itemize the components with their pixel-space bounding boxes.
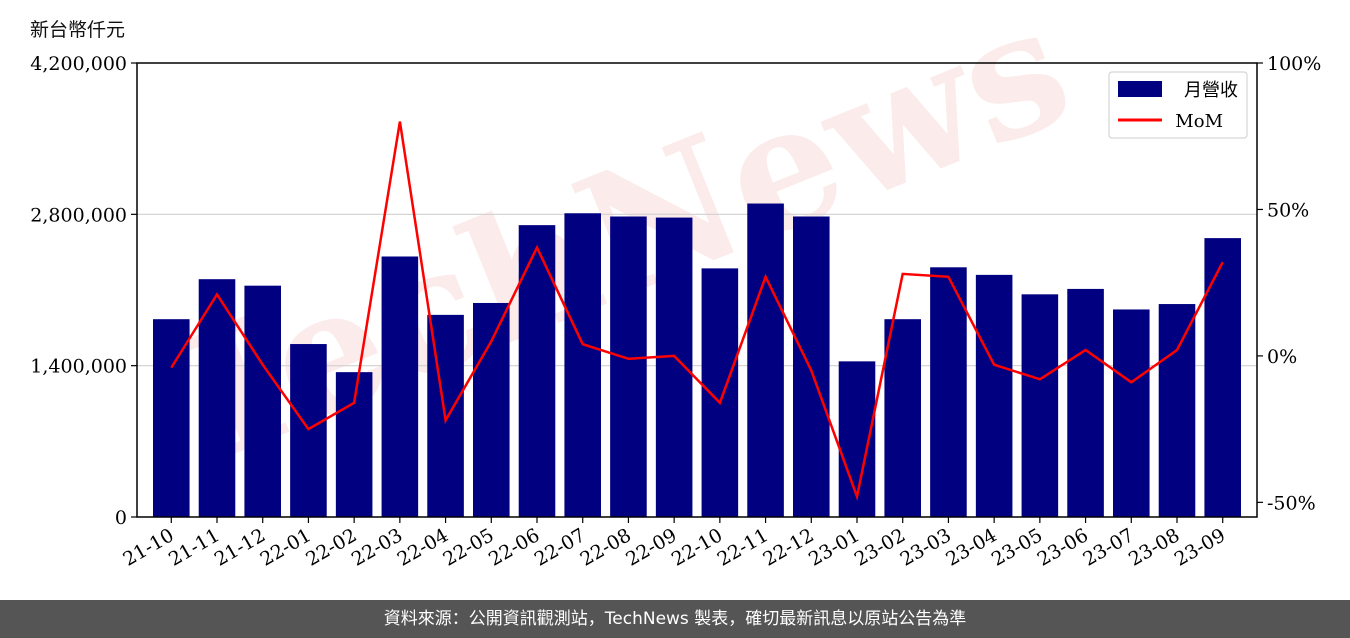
x-tick-label: 22-06 [485,524,543,570]
x-tick-label: 23-09 [1171,524,1229,570]
x-tick-label: 22-08 [576,524,634,570]
x-tick-label: 23-01 [805,524,863,570]
legend-swatch-revenue [1118,81,1162,97]
x-tick-label: 23-07 [1079,524,1137,570]
left-tick-label: 2,800,000 [30,204,127,226]
x-tick-label: 22-07 [531,524,589,570]
revenue-bar [1113,309,1150,517]
revenue-bar [564,213,601,517]
x-tick-label: 23-05 [988,524,1046,570]
revenue-bar [1021,294,1059,517]
x-tick-label: 22-10 [668,524,726,570]
left-tick-label: 0 [115,507,127,529]
revenue-bar [153,319,190,517]
right-axis-ticks: -50% 0% 50% 100% [1257,53,1321,514]
right-tick-label: -50% [1267,492,1316,514]
x-tick-label: 23-04 [942,524,1000,570]
revenue-bar [747,203,784,517]
revenue-bar [335,372,373,517]
legend-label-revenue: 月營收 [1184,80,1238,101]
revenue-bar [473,302,510,517]
x-axis-ticks: 21-1021-1121-1222-0122-0222-0322-0422-05… [119,517,1229,571]
x-tick-label: 21-11 [165,524,223,570]
revenue-bar [381,256,419,517]
x-tick-label: 23-02 [851,524,909,570]
x-tick-label: 22-09 [622,524,680,570]
revenue-bar [930,267,967,517]
legend-label-mom: MoM [1175,111,1223,132]
x-tick-label: 22-04 [394,524,452,570]
x-tick-label: 22-02 [302,524,360,570]
x-tick-label: 22-11 [714,524,772,570]
revenue-bar [1067,288,1104,517]
x-tick-label: 23-08 [1125,524,1183,570]
revenue-bar [610,216,647,517]
left-tick-label: 1,400,000 [30,356,127,378]
x-tick-label: 22-01 [256,524,314,570]
footer-source-note: 資料來源：公開資訊觀測站，TechNews 製表，確切最新訊息以原站公告為準 [0,600,1350,638]
x-tick-label: 21-10 [119,524,177,570]
x-tick-label: 21-12 [211,524,269,570]
x-tick-label: 22-03 [348,524,406,570]
revenue-bar [1204,238,1241,517]
plot-frame [136,62,1258,518]
left-tick-label: 4,200,000 [30,53,127,75]
mom-series-line [170,121,1224,502]
revenue-bars [153,203,1241,518]
right-tick-label: 100% [1267,53,1321,75]
revenue-bar [975,274,1013,517]
x-tick-label: 23-03 [896,524,954,570]
revenue-bar [518,225,556,517]
y-axis-unit-label: 新台幣仟元 [30,19,126,41]
revenue-bar [244,285,281,517]
legend: 月營收 MoM [1108,71,1248,139]
left-axis-ticks: 0 1,400,000 2,800,000 4,200,000 [30,53,137,529]
revenue-bar [793,216,830,517]
revenue-bar [701,268,739,517]
revenue-bar [1158,304,1196,517]
right-tick-label: 0% [1267,346,1297,368]
x-tick-label: 23-06 [1034,524,1092,570]
mom-line [170,121,1224,502]
revenue-bar [198,279,236,517]
revenue-bar [884,319,921,517]
x-tick-label: 22-05 [439,524,497,570]
x-tick-label: 22-12 [759,524,817,570]
right-tick-label: 50% [1267,199,1309,221]
